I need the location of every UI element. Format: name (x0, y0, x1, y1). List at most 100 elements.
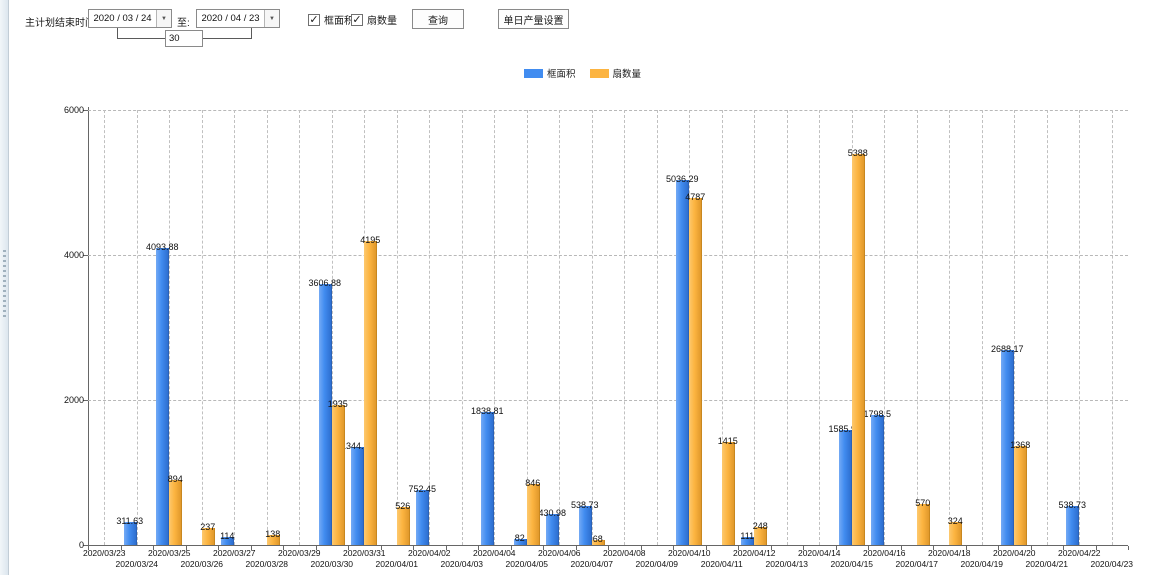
bar-value-label: 894 (167, 474, 183, 484)
x-axis-label: 2020/04/02 (407, 548, 451, 558)
y-axis-label: 0 (78, 540, 84, 550)
x-axis-label: 2020/04/10 (667, 548, 711, 558)
bar-frame-area: 82 (513, 533, 527, 545)
x-axis-label: 2020/04/11 (700, 559, 743, 569)
bar-value-label: 114 (220, 531, 235, 541)
x-axis-label: 2020/03/25 (147, 548, 191, 558)
end-date-dropdown-icon[interactable]: ▼ (264, 10, 279, 27)
x-axis-tick (348, 546, 349, 550)
grid-line-horizontal (88, 255, 1128, 256)
x-axis-label: 2020/04/08 (602, 548, 646, 558)
x-axis-tick (1095, 546, 1097, 550)
x-axis-tick (543, 546, 544, 550)
x-axis-tick (283, 546, 284, 550)
start-date-value[interactable]: 2020 / 03 / 24 (93, 13, 152, 24)
bar-frame-area: 111 (740, 531, 755, 545)
plan-end-time-label: 主计划结束时间: (25, 18, 98, 29)
interval-days-input[interactable]: 30 (165, 30, 203, 47)
bar-value-label: 1344.95 (340, 441, 374, 451)
x-axis-label: 2020/04/13 (765, 559, 809, 569)
bar-fan-count: 324 (948, 516, 963, 545)
bar-value-label: 846 (525, 478, 541, 488)
bar-fan-count: 138 (265, 529, 280, 545)
splitter-grip-dots[interactable] (3, 250, 6, 320)
bar-frame-area: 3606.88 (308, 278, 341, 545)
checkbox-check-icon[interactable]: ✓ (351, 13, 363, 26)
x-axis-label: 2020/04/12 (732, 548, 776, 558)
x-axis-label: 2020/04/21 (1025, 559, 1069, 569)
legend-label: 框面积 (547, 69, 576, 80)
grid-line-vertical (1079, 110, 1081, 545)
x-axis-label: 2020/04/17 (895, 559, 939, 569)
end-date-value[interactable]: 2020 / 04 / 23 (201, 13, 260, 24)
bar-fan-count: 4195 (360, 235, 380, 545)
grid-line-vertical (1046, 110, 1048, 545)
grid-line-horizontal (88, 400, 1128, 401)
bar-frame-area: 1344.95 (341, 441, 374, 545)
bar-value-label: 111 (740, 531, 755, 541)
y-axis-label: 6000 (63, 105, 84, 115)
query-button[interactable]: 查询 (412, 9, 464, 29)
grid-line-vertical (299, 110, 301, 545)
x-axis-tick (478, 546, 479, 550)
legend-item-frame-area: 框面积 (524, 66, 576, 80)
x-axis-tick (1063, 546, 1064, 550)
y-axis-label: 4000 (63, 250, 84, 260)
x-axis-tick (770, 546, 772, 550)
x-axis-label: 2020/04/16 (862, 548, 906, 558)
bar-frame-area: 2688.17 (991, 344, 1024, 545)
x-axis-label: 2020/03/29 (277, 548, 321, 558)
bar-fan-count: 4787 (685, 192, 705, 545)
start-date-picker[interactable]: 2020 / 03 / 24 ▼ (88, 9, 172, 28)
grid-line-vertical (819, 110, 821, 545)
bar-fan-count: 846 (525, 478, 540, 545)
grid-line-vertical (949, 110, 951, 545)
bar-frame-area: 752.45 (408, 484, 436, 545)
fan-count-checkbox[interactable]: ✓ 扇数量 (351, 12, 397, 27)
checkbox-check-icon[interactable]: ✓ (308, 13, 320, 26)
y-axis-line (88, 107, 89, 545)
bar-value-label: 1368 (1010, 440, 1031, 450)
x-axis-label: 2020/04/18 (927, 548, 971, 558)
bar-frame-area: 1838.81 (471, 406, 504, 545)
bar-frame-area: 1798.5 (863, 409, 891, 545)
grid-line-vertical (104, 110, 106, 545)
x-axis-tick (933, 546, 934, 550)
side-panel-splitter[interactable] (0, 0, 9, 575)
grid-line-vertical (656, 110, 658, 545)
bar-value-label: 526 (395, 501, 411, 511)
x-axis-label: 2020/04/04 (472, 548, 516, 558)
grid-line-vertical (754, 110, 756, 545)
bar-value-label: 538.73 (570, 500, 599, 510)
x-axis-tick (250, 546, 252, 550)
x-axis-tick (965, 546, 967, 550)
end-date-picker[interactable]: 2020 / 04 / 23 ▼ (196, 9, 280, 28)
grid-line-vertical (591, 110, 593, 545)
connector-line-right (251, 28, 252, 39)
grid-line-vertical (169, 110, 171, 545)
x-axis-tick (673, 546, 674, 550)
start-date-dropdown-icon[interactable]: ▼ (156, 10, 171, 27)
legend-label: 扇数量 (612, 69, 642, 80)
x-axis-tick (88, 546, 89, 550)
bar-frame-area: 5036.29 (666, 174, 699, 545)
to-label: 至: (177, 18, 190, 29)
frame-area-checkbox[interactable]: ✓ 框面积 (308, 12, 354, 27)
x-axis-tick (1128, 546, 1129, 550)
bar-fan-count: 1415 (718, 436, 738, 545)
x-axis-tick (575, 546, 577, 550)
x-axis-tick (120, 546, 122, 550)
x-axis-label: 2020/04/19 (960, 559, 1004, 569)
daily-output-settings-button[interactable]: 单日产量设置 (498, 9, 569, 29)
bar-value-label: 570 (915, 498, 931, 508)
bar-fan-count: 5388 (848, 148, 868, 545)
bar-value-label: 3606.88 (308, 278, 342, 288)
x-axis-label: 2020/03/30 (310, 559, 354, 569)
y-axis-tick (83, 255, 88, 256)
bar-fan-count: 1368 (1010, 440, 1030, 545)
y-axis-tick (83, 545, 88, 546)
x-axis-tick (998, 546, 999, 550)
x-axis-tick (803, 546, 804, 550)
